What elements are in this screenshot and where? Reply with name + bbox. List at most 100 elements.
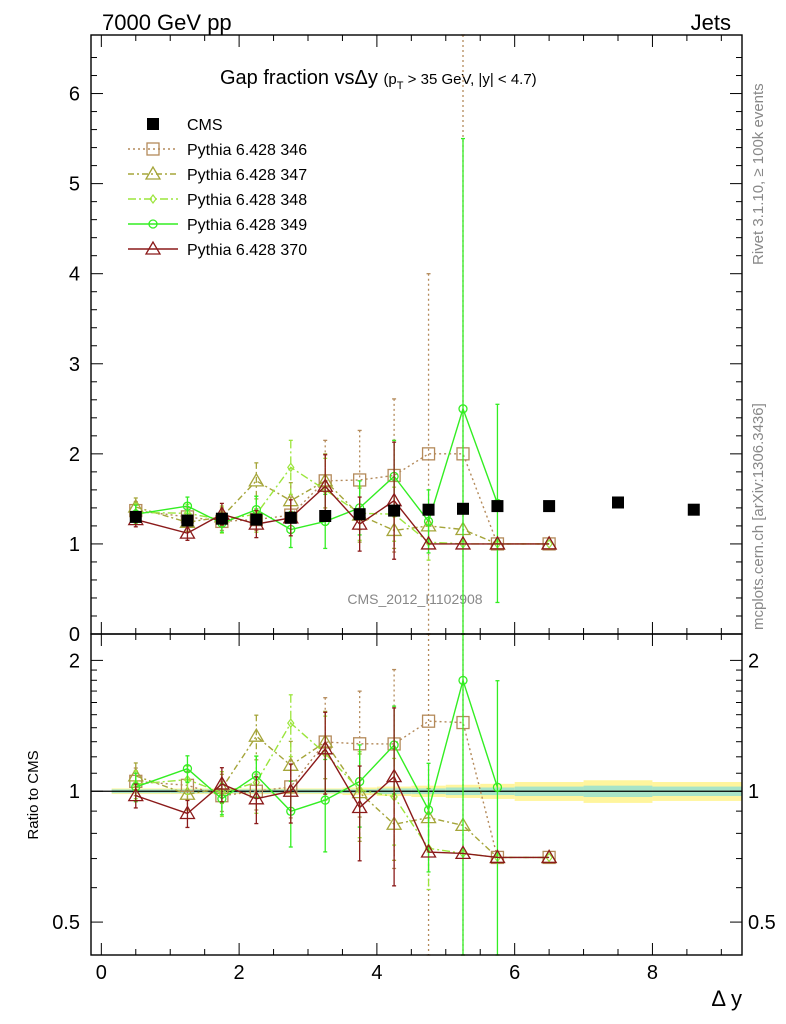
legend-label: Pythia 6.428 348 bbox=[187, 192, 307, 209]
cms-point bbox=[388, 504, 401, 517]
legend-label: Pythia 6.428 349 bbox=[187, 217, 307, 234]
data-point bbox=[183, 774, 192, 785]
cms-point bbox=[457, 502, 469, 515]
ratio-y-tick-label-left: 2 bbox=[69, 650, 80, 672]
rivet-label: Rivet 3.1.10, ≥ 100k events bbox=[750, 83, 767, 265]
title-cut-sub: T bbox=[397, 80, 404, 92]
cms-point bbox=[284, 511, 297, 524]
data-point bbox=[421, 714, 436, 728]
data-point bbox=[248, 727, 265, 742]
data-point bbox=[489, 849, 506, 864]
legend-marker bbox=[144, 240, 162, 255]
legend-label: Pythia 6.428 370 bbox=[187, 242, 307, 259]
header-right: Jets bbox=[691, 10, 731, 35]
data-point bbox=[248, 472, 265, 487]
data-point bbox=[454, 535, 472, 550]
cms-point bbox=[612, 496, 624, 509]
data-point bbox=[351, 515, 368, 530]
data-point bbox=[317, 740, 334, 755]
main-y-tick-label: 0 bbox=[69, 624, 80, 646]
main-y-tick-label: 4 bbox=[69, 264, 80, 286]
title-main: Gap fraction vsΔy bbox=[220, 67, 378, 89]
data-point bbox=[179, 524, 196, 539]
data-point bbox=[317, 477, 334, 492]
chart-title: Gap fraction vsΔy (pT > 35 GeV, |y| < 4.… bbox=[220, 67, 537, 92]
ratio-y-tick-label-right: 1 bbox=[748, 781, 759, 803]
ratio-pythia-6-428-349 bbox=[131, 633, 503, 956]
x-axis-label: Δ y bbox=[711, 986, 742, 1011]
main-y-tick-label: 3 bbox=[69, 354, 80, 376]
cms-point bbox=[319, 510, 332, 523]
data-point bbox=[287, 462, 295, 473]
data-point bbox=[545, 538, 553, 549]
legend-marker bbox=[146, 142, 160, 156]
data-point bbox=[420, 535, 437, 550]
cms-point bbox=[129, 510, 142, 523]
x-tick-label: 6 bbox=[509, 962, 520, 984]
cms-point bbox=[181, 514, 194, 527]
legend-marker bbox=[149, 194, 157, 204]
data-point bbox=[458, 404, 468, 414]
legend-marker bbox=[144, 165, 162, 180]
axes-ticks: 0 2 4 6 8 0 1 2 3 4 5 6 0.5 0.5 1 1 2 2 bbox=[52, 35, 776, 984]
data-point bbox=[248, 790, 265, 805]
main-pythia-6-428-348 bbox=[132, 439, 553, 561]
data-point bbox=[351, 799, 368, 814]
legend-label: Pythia 6.428 346 bbox=[187, 142, 307, 159]
data-point bbox=[540, 849, 558, 864]
cms-point bbox=[543, 500, 556, 513]
cms-point bbox=[422, 503, 435, 516]
cms-point bbox=[215, 512, 228, 525]
ratio-y-tick-label-right: 2 bbox=[748, 650, 759, 672]
title-cut-post: > 35 GeV, |y| < 4.7) bbox=[404, 71, 537, 88]
axes-frame bbox=[90, 34, 743, 956]
series-line bbox=[135, 747, 550, 859]
data-point bbox=[127, 787, 144, 802]
cms-point bbox=[353, 508, 366, 521]
legend: CMS Pythia 6.428 346 Pythia 6.428 347 Pythi… bbox=[128, 117, 307, 259]
ratio-y-tick-label-right: 0.5 bbox=[748, 912, 776, 934]
data-point bbox=[540, 535, 558, 550]
data-point bbox=[492, 782, 503, 792]
series-line bbox=[135, 722, 550, 859]
data-point bbox=[287, 718, 295, 729]
main-pythia-6-428-349 bbox=[131, 137, 503, 635]
analysis-label: CMS_2012_I1102908 bbox=[347, 591, 482, 607]
x-tick-label: 2 bbox=[234, 962, 245, 984]
series-layer bbox=[127, 34, 700, 956]
cms-point bbox=[491, 500, 504, 513]
data-point bbox=[420, 843, 437, 858]
data-point bbox=[421, 447, 436, 461]
mcplots-label: mcplots.cern.ch [arXiv:1306.3436] bbox=[750, 403, 767, 630]
data-point bbox=[282, 782, 299, 797]
legend-label: Pythia 6.428 347 bbox=[187, 167, 307, 184]
data-point bbox=[489, 535, 506, 550]
legend-label: CMS bbox=[187, 117, 223, 134]
data-point bbox=[213, 775, 231, 790]
data-point bbox=[385, 768, 403, 783]
ratio-pythia-6-428-370 bbox=[127, 707, 558, 887]
cms-point bbox=[687, 503, 700, 516]
main-y-tick-label: 2 bbox=[69, 444, 80, 466]
header-left: 7000 GeV pp bbox=[102, 10, 232, 35]
ratio-y-tick-label-left: 0.5 bbox=[52, 912, 80, 934]
main-y-tick-label: 6 bbox=[69, 84, 80, 106]
data-point bbox=[320, 795, 330, 805]
data-point bbox=[545, 852, 553, 863]
data-point bbox=[182, 764, 193, 774]
legend-marker bbox=[148, 219, 158, 229]
cms-data bbox=[129, 496, 700, 527]
main-y-tick-label: 1 bbox=[69, 534, 80, 556]
main-y-tick-label: 5 bbox=[69, 174, 80, 196]
legend-marker bbox=[147, 118, 159, 130]
data-point bbox=[182, 501, 193, 511]
data-point bbox=[423, 516, 434, 527]
x-tick-label: 4 bbox=[371, 962, 382, 984]
cms-point bbox=[250, 513, 263, 526]
data-point bbox=[454, 845, 472, 860]
data-point bbox=[179, 785, 196, 800]
data-point bbox=[458, 675, 468, 686]
x-tick-label: 0 bbox=[96, 962, 107, 984]
x-tick-label: 8 bbox=[647, 962, 658, 984]
